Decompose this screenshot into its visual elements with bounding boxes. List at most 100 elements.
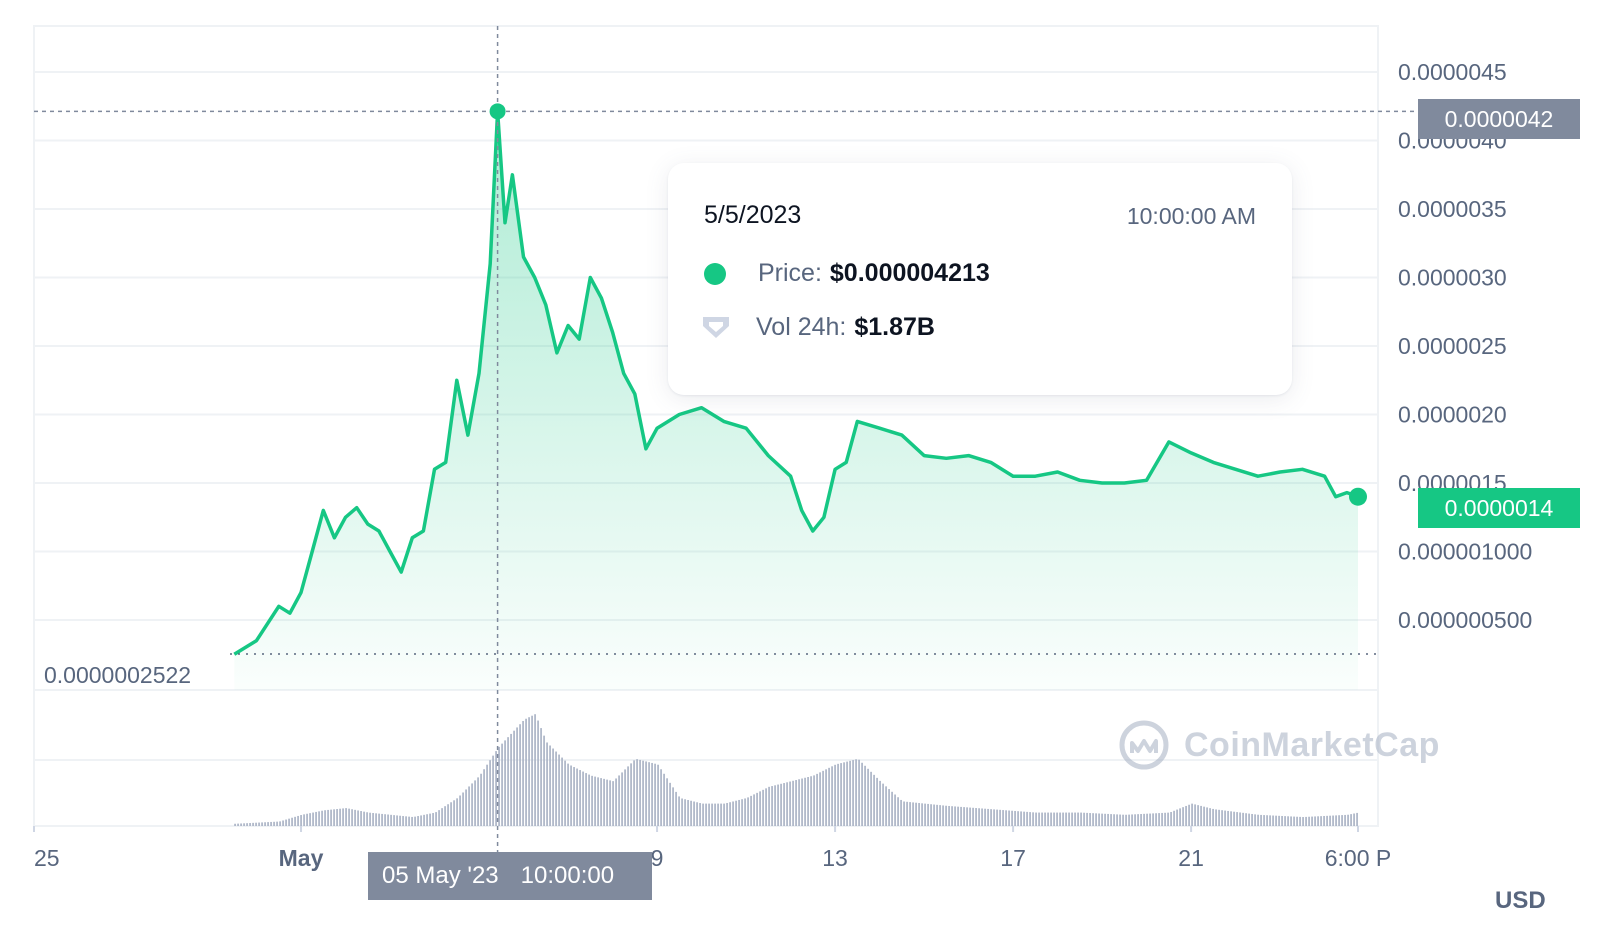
volume-bar	[393, 815, 395, 826]
volume-bar	[819, 772, 821, 826]
volume-bar	[387, 815, 389, 826]
volume-bar	[471, 783, 473, 826]
volume-bar	[240, 823, 242, 826]
crosshair-y-badge: 0.0000042	[1418, 99, 1580, 139]
volume-bar	[1059, 813, 1061, 826]
volume-bar	[765, 788, 767, 826]
y-tick-label: 0.0000020	[1398, 402, 1507, 428]
volume-bar	[1227, 811, 1229, 826]
volume-bar	[1083, 813, 1085, 826]
volume-bar	[615, 778, 617, 826]
volume-bar	[453, 800, 455, 826]
volume-bar	[609, 780, 611, 826]
volume-bar	[498, 747, 500, 826]
y-tick-label: 0.0000045	[1398, 59, 1507, 85]
volume-bar	[1230, 811, 1232, 826]
volume-bar	[858, 760, 860, 826]
volume-bar	[969, 808, 971, 826]
volume-bar	[1161, 813, 1163, 826]
price-dot-icon	[704, 263, 726, 285]
volume-bar	[672, 787, 674, 826]
volume-bar	[1233, 812, 1235, 826]
volume-shield-icon	[700, 314, 732, 342]
volume-bar	[984, 809, 986, 826]
volume-bar	[414, 817, 416, 826]
volume-bar	[1182, 807, 1184, 826]
x-tick-label: 6:00 P	[1325, 845, 1392, 871]
volume-bar	[426, 814, 428, 826]
volume-bar	[507, 737, 509, 826]
x-tick-label: 21	[1178, 845, 1204, 871]
volume-bar	[282, 820, 284, 826]
volume-bar	[630, 763, 632, 826]
volume-bar	[780, 784, 782, 826]
volume-bar	[900, 800, 902, 826]
volume-bar	[1194, 804, 1196, 826]
volume-bar	[702, 804, 704, 826]
volume-bar	[1116, 814, 1118, 826]
volume-bar	[879, 781, 881, 826]
volume-bar	[303, 814, 305, 826]
volume-bar	[1293, 817, 1295, 826]
volume-bar	[363, 812, 365, 826]
volume-bar	[558, 755, 560, 826]
volume-bar	[960, 807, 962, 826]
volume-bar	[270, 822, 272, 826]
volume-bar	[846, 762, 848, 826]
volume-bar	[537, 721, 539, 826]
volume-bar	[939, 805, 941, 826]
volume-bar	[909, 802, 911, 826]
volume-bar	[264, 822, 266, 826]
volume-bar	[816, 774, 818, 826]
volume-bar	[1302, 817, 1304, 826]
volume-bar	[579, 770, 581, 826]
volume-bar	[1068, 813, 1070, 826]
volume-bar	[1077, 813, 1079, 826]
volume-bar	[849, 761, 851, 826]
x-axis: 25 May 9 13 17 21 6:00 P	[34, 826, 1391, 871]
watermark-text: CoinMarketCap	[1184, 726, 1440, 765]
tooltip-date: 5/5/2023	[704, 201, 801, 230]
volume-bar	[528, 717, 530, 826]
volume-bar	[372, 813, 374, 826]
volume-bar	[987, 809, 989, 826]
tooltip-price-row: Price: $0.000004213	[704, 259, 990, 288]
volume-bar	[1173, 811, 1175, 826]
volume-bar	[1107, 814, 1109, 826]
volume-bar	[546, 742, 548, 826]
volume-bar	[951, 806, 953, 826]
volume-bar	[1119, 815, 1121, 826]
volume-bar	[1317, 816, 1319, 826]
volume-bar	[1071, 813, 1073, 826]
volume-bar	[1113, 814, 1115, 826]
volume-bar	[1206, 807, 1208, 826]
volume-bar	[324, 810, 326, 826]
volume-bar	[1332, 816, 1334, 826]
volume-bar	[465, 789, 467, 826]
volume-bar	[636, 759, 638, 826]
volume-bar	[312, 813, 314, 826]
volume-bar	[693, 802, 695, 826]
volume-bar	[1086, 813, 1088, 826]
volume-bar	[813, 775, 815, 826]
volume-bar	[1299, 817, 1301, 826]
volume-bar	[876, 778, 878, 826]
volume-bar	[315, 812, 317, 826]
volume-bar	[885, 786, 887, 826]
volume-bar	[1287, 816, 1289, 826]
volume-bar	[714, 804, 716, 826]
volume-bar	[795, 780, 797, 826]
volume-bar	[255, 823, 257, 826]
volume-bar	[690, 801, 692, 826]
volume-bar	[738, 800, 740, 826]
x-tick-label: 9	[651, 845, 664, 871]
tooltip-price-label: Price:	[758, 259, 822, 288]
volume-bar	[1029, 812, 1031, 826]
volume-bar	[1149, 814, 1151, 826]
volume-bar	[807, 777, 809, 826]
volume-bar	[441, 808, 443, 826]
volume-bar	[237, 824, 239, 826]
volume-bar	[1341, 815, 1343, 826]
volume-bar	[309, 813, 311, 826]
